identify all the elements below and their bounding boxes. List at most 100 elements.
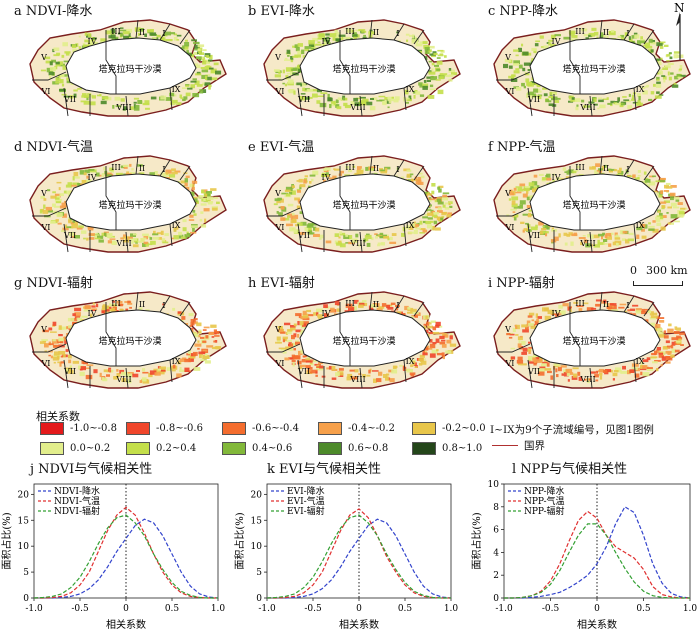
subbasin-divider	[393, 295, 405, 313]
subbasin-divider	[569, 30, 581, 94]
basin-label: II	[139, 300, 145, 309]
subbasin-divider	[599, 291, 603, 311]
map-title-b: b EVI-降水	[248, 4, 315, 19]
subbasin-divider	[589, 95, 593, 117]
chart-l: -1.0 -0.5 0 0.5 1.00246810相关系数面积占比(%)NPP-降水N…	[470, 480, 697, 631]
legend-swatch	[222, 422, 246, 435]
subbasin-divider	[63, 359, 69, 389]
basin-label: VII	[63, 367, 76, 376]
y-tick-label: 8	[493, 503, 499, 513]
subbasin-divider	[159, 23, 171, 41]
basin-label: IV	[552, 309, 561, 318]
legend-item: -1.0~-0.8	[40, 422, 117, 435]
map-title-c: c NPP-降水	[488, 4, 558, 19]
desert-label: 塔克拉玛干沙漠	[332, 199, 395, 211]
subbasin-divider	[297, 87, 303, 117]
subbasin-divider	[599, 19, 603, 39]
basin-label: IX	[406, 221, 415, 230]
subbasin-divider	[599, 155, 603, 175]
series-legend-label: NDVI-降水	[54, 485, 100, 497]
y-tick-label: 0	[256, 594, 262, 604]
x-tick-label: -1.0	[25, 604, 43, 614]
subbasin-divider	[413, 165, 425, 181]
basin-label: V	[274, 189, 281, 198]
basin-label: VII	[527, 231, 540, 240]
y-tick-label: 15	[251, 516, 263, 526]
desert-label: 塔克拉玛干沙漠	[98, 199, 161, 211]
chart-j: -1.0 -0.5 0 0.5 1.0 0 5 10 15 20 相关系数 面积占比(%) NDVI-降…	[0, 483, 226, 631]
y-tick-label: 10	[18, 542, 30, 552]
y-axis-label: 面积占比(%)	[0, 512, 13, 569]
subbasin-divider	[266, 343, 301, 353]
series-legend-label: NDVI-气温	[54, 495, 100, 507]
legend-label: -1.0~-0.8	[70, 423, 117, 434]
subbasin-divider	[403, 223, 407, 247]
legend-label: 0.0~0.2	[70, 443, 111, 454]
desert-label: 塔克拉玛干沙漠	[98, 63, 161, 75]
series-line	[34, 506, 218, 599]
basin-label: VII	[527, 95, 540, 104]
basin-label: IX	[406, 85, 415, 94]
y-axis-label: 面积占比(%)	[233, 512, 246, 569]
subbasin-divider	[623, 159, 635, 177]
subbasin-divider	[403, 87, 407, 111]
desert-area	[529, 309, 661, 367]
y-tick-label: 2	[493, 571, 499, 581]
subbasin-divider	[413, 29, 425, 45]
basin-label: IX	[172, 357, 181, 366]
legend-label: -0.2~0.0	[442, 423, 486, 434]
subbasin-divider	[359, 367, 363, 389]
basin-label: IV	[552, 173, 561, 182]
subbasin-divider	[369, 155, 373, 175]
series-line	[34, 518, 219, 599]
basin-label: VI	[41, 87, 51, 96]
x-tick-label: -0.5	[304, 604, 322, 614]
y-tick-label: 10	[251, 542, 263, 552]
subbasin-divider	[496, 343, 531, 353]
subbasin-divider	[339, 302, 351, 366]
subbasin-divider	[63, 87, 69, 117]
desert-area	[65, 37, 197, 95]
x-tick-label: 0	[123, 604, 129, 614]
basin-label: VIII	[115, 103, 131, 112]
basin-label: VIII	[579, 103, 595, 112]
legend-label: -0.6~-0.4	[252, 423, 299, 434]
subbasin-divider	[135, 19, 139, 39]
subbasin-divider	[135, 291, 139, 311]
basin-label: VII	[63, 231, 76, 240]
basin-label: II	[603, 164, 609, 173]
basin-label: IV	[88, 37, 97, 46]
subbasin-divider	[297, 359, 303, 389]
basin-label: VI	[275, 87, 285, 96]
x-axis-label: 相关系数	[339, 618, 379, 631]
basin-label: VIII	[579, 239, 595, 248]
basin-label: IV	[552, 37, 561, 46]
subbasin-divider	[369, 19, 373, 39]
legend-swatch	[126, 442, 150, 455]
basin-label: IV	[322, 309, 331, 318]
basin-label: IX	[172, 85, 181, 94]
subbasin-divider	[643, 29, 655, 45]
subbasin-divider	[297, 223, 303, 253]
basin-label: I	[162, 165, 165, 174]
basin-label: VIII	[115, 375, 131, 384]
basin-label: I	[626, 165, 629, 174]
border-legend-label: 国界	[524, 440, 545, 452]
subbasin-divider	[179, 165, 191, 181]
basin-label: VI	[41, 223, 51, 232]
subbasin-divider	[527, 359, 533, 389]
basin-label: V	[274, 53, 281, 62]
basin-label: V	[504, 189, 511, 198]
series-line	[504, 523, 690, 599]
scale-label: 300 km	[646, 264, 688, 277]
legend-label: 0.2~0.4	[156, 443, 197, 454]
subbasin-divider	[369, 291, 373, 311]
subbasin-divider	[339, 166, 351, 230]
basin-label: V	[274, 325, 281, 334]
y-tick-label: 5	[256, 568, 262, 578]
basin-label: II	[373, 300, 379, 309]
basin-label: VIII	[349, 239, 365, 248]
basin-label: VII	[297, 95, 310, 104]
x-tick-label: 1.0	[211, 604, 226, 614]
